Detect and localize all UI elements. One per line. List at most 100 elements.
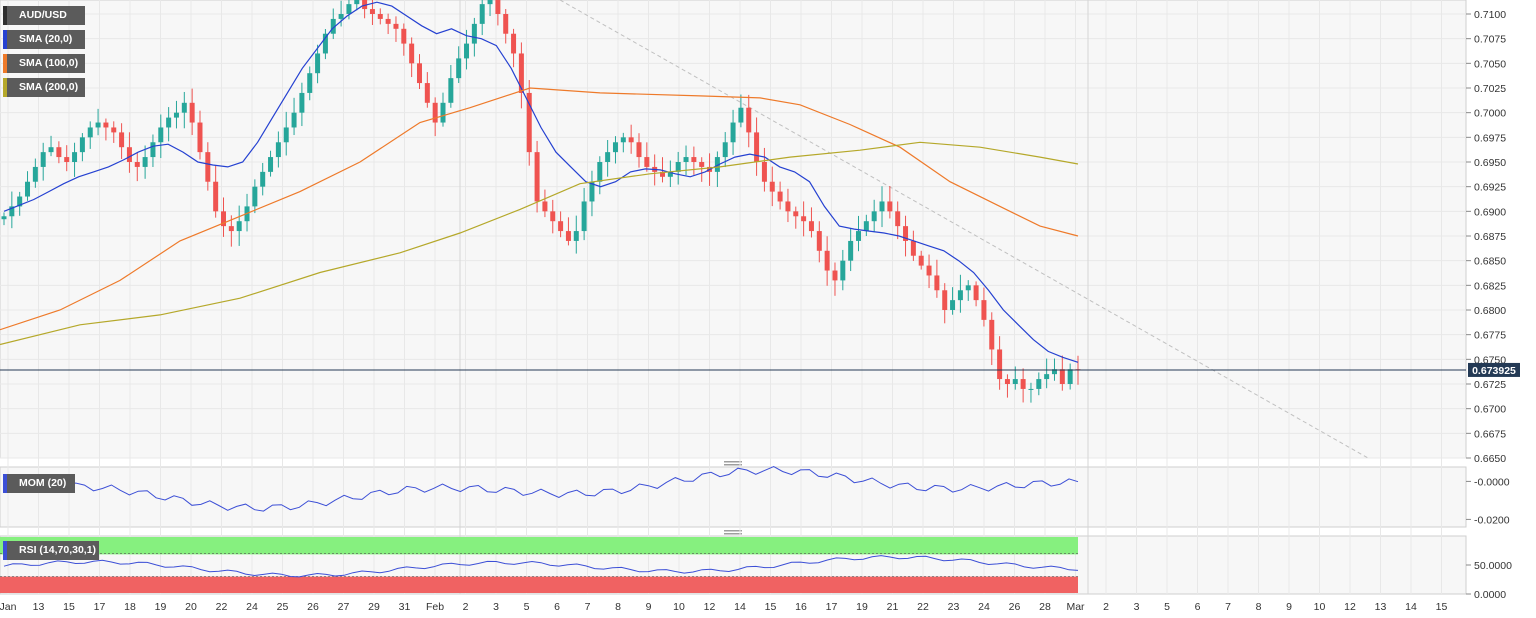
candle-body [597,162,603,182]
candle-body [910,240,916,256]
y-tick-label: -0.0000 [1474,476,1510,488]
y-tick-label: 0.6725 [1474,379,1506,391]
candle-body [158,127,164,143]
candle-body [840,260,846,281]
candle-body [1059,369,1065,384]
candle-body [369,9,375,14]
candle-body [879,201,885,212]
y-tick-label: 0.6950 [1474,157,1506,169]
x-tick-label: Mar [1066,601,1085,613]
candle-body [213,181,219,212]
candle-body [816,231,822,251]
candle-body [252,186,258,207]
x-tick-label: 5 [524,601,530,613]
y-tick-label: 0.7025 [1474,83,1506,95]
x-tick-label: 14 [734,601,746,613]
candle-body [761,162,767,182]
x-tick-label: 16 [795,601,807,613]
x-tick-label: 24 [246,601,258,613]
candle-body [636,142,642,158]
y-tick-label: 0.6900 [1474,206,1506,218]
candle-body [934,275,940,291]
candle-body [260,171,266,187]
candle-body [119,132,125,148]
rsi-line [3,555,1079,578]
candle-body [221,211,227,227]
candle-body [228,226,234,232]
x-tick-label: 5 [1164,601,1170,613]
candle-body [550,211,556,222]
candle-body [832,270,838,281]
candle-body [965,285,971,291]
candle-body [464,43,470,59]
x-tick-label: 18 [124,601,136,613]
y-tick-label: 0.6800 [1474,305,1506,317]
candle-body [25,181,31,197]
candle-body [667,171,673,177]
y-tick-label: 0.6675 [1474,428,1506,440]
candle-body [1004,379,1010,384]
candle-body [973,285,979,301]
candle-body [409,43,415,64]
x-tick-label: 13 [1375,601,1387,613]
x-tick-label: 10 [673,601,685,613]
x-tick-label: 15 [765,601,777,613]
candle-body [660,171,666,177]
y-tick-label: 0.6925 [1474,182,1506,194]
candle-body [1020,379,1026,389]
candle-body [471,23,477,44]
candle-body [95,122,101,128]
candle-body [330,18,336,34]
x-tick-label: 14 [1405,601,1417,613]
candle-body [338,14,344,19]
rsi-overbought-zone [0,537,1078,555]
candle-body [40,152,46,167]
x-tick-label: 19 [155,601,167,613]
y-tick-label: 0.7100 [1474,9,1506,21]
candle-body [495,0,501,15]
candle-body [808,221,814,232]
candle-body [534,152,540,202]
sma20-line [3,1,1079,363]
mom-panel [0,466,1467,528]
candle-body [1,216,7,220]
candle-body [432,102,438,123]
candle-body [9,206,15,217]
candle-body [503,14,509,34]
candle-body [683,157,689,162]
candle-body [863,221,869,232]
x-tick-label: 31 [399,601,411,613]
current-price-label: 0.673925 [1472,365,1516,377]
x-tick-label: 26 [307,601,319,613]
candle-body [393,23,399,29]
candle-body [589,181,595,202]
x-tick-label: 10 [1314,601,1326,613]
candle-body [1044,374,1050,380]
x-tick-label: 2 [463,601,469,613]
x-tick-label: 28 [1039,601,1051,613]
candle-body [440,102,446,123]
candle-body [197,122,203,153]
candle-body [64,157,70,162]
candle-body [1028,388,1034,390]
panel-resize-handle[interactable] [724,461,742,466]
candle-body [997,349,1003,380]
x-tick-label: 12 [704,601,716,613]
candle-body [801,216,807,222]
candle-body [299,92,305,113]
candle-body [142,157,148,167]
candle-body [236,221,242,232]
candle-body [730,122,736,143]
x-tick-label: 20 [185,601,197,613]
candle-body [793,211,799,217]
x-tick-label: 3 [1134,601,1140,613]
mom-legend: MOM (20) [3,474,75,493]
candle-body [526,92,532,153]
candle-body [511,33,517,54]
candle-body [1012,379,1018,384]
x-tick-label: 6 [1195,601,1201,613]
x-tick-label: 7 [1225,601,1231,613]
candle-body [283,127,289,143]
candle-body [942,290,948,310]
panel-resize-handle[interactable] [724,530,742,535]
